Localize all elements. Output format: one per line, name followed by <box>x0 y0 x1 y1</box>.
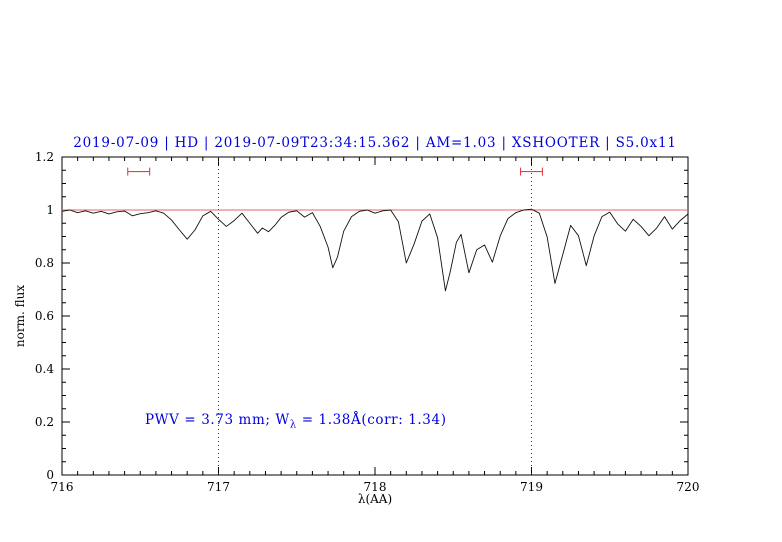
plot-title: 2019-07-09 | HD | 2019-07-09T23:34:15.36… <box>73 135 677 151</box>
y-tick-label: 0.6 <box>35 309 54 323</box>
annotation-lambda-subscript: λ <box>289 419 297 431</box>
y-tick-label: 0 <box>46 468 54 482</box>
x-axis-label: λ(AA) <box>357 492 393 506</box>
x-tick-label: 716 <box>51 480 74 494</box>
annotation-text-pre: PWV = 3.73 mm; W <box>145 412 290 428</box>
x-tick-label: 718 <box>364 480 387 494</box>
annotation-text-post: = 1.38Å(corr: 1.34) <box>296 412 447 428</box>
interval-markers <box>127 167 544 176</box>
y-tick-label: 1.2 <box>35 150 54 164</box>
y-tick-label: 0.8 <box>35 256 54 270</box>
y-tick-label: 0.4 <box>35 362 54 376</box>
x-tick-label: 720 <box>677 480 700 494</box>
x-tick-label: 719 <box>520 480 543 494</box>
spectrum-line <box>61 208 689 292</box>
tick-labels: 716 717 718 719 720 0 0.2 0.4 0.6 0.8 1 1.2 <box>35 150 700 494</box>
y-tick-label: 1 <box>46 203 54 217</box>
plot-border <box>61 156 689 476</box>
axis-ticks <box>61 156 689 476</box>
y-tick-label: 0.2 <box>35 415 54 429</box>
x-tick-label: 717 <box>207 480 230 494</box>
pwv-annotation: PWV = 3.73 mm; Wλ = 1.38Å(corr: 1.34) <box>145 412 447 431</box>
